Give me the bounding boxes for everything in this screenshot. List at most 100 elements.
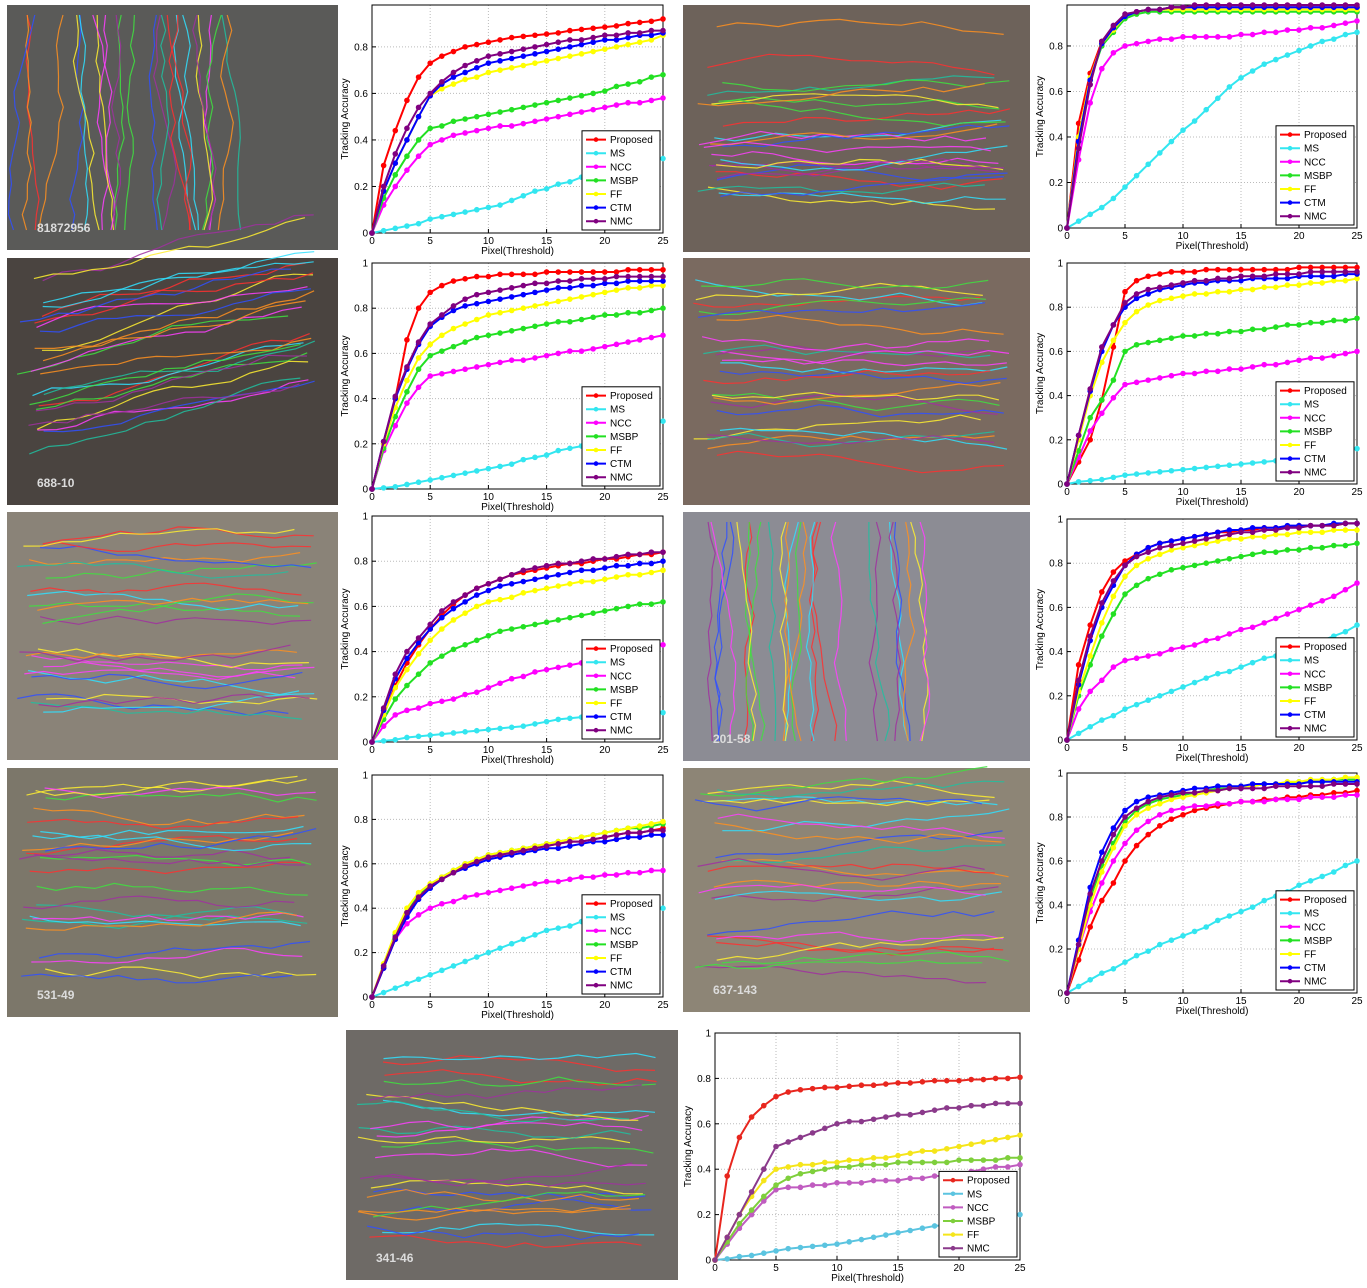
data-point (1320, 270, 1325, 275)
data-point (498, 203, 503, 208)
legend-marker (594, 421, 599, 426)
data-point (416, 672, 421, 677)
data-point (1297, 358, 1302, 363)
data-point (1227, 85, 1232, 90)
data-point (556, 40, 561, 45)
data-point (1227, 267, 1232, 272)
data-point (405, 667, 410, 672)
data-point (474, 42, 479, 47)
data-point (1146, 7, 1151, 12)
data-point (1100, 898, 1105, 903)
data-point (579, 568, 584, 573)
x-tick-label: 20 (1293, 487, 1305, 498)
data-point (474, 638, 479, 643)
legend: ProposedMSNCCMSBPFFCTMNMC (1276, 638, 1354, 737)
data-point (614, 828, 619, 833)
data-point (637, 267, 642, 272)
y-axis-label: Tracking Accuracy (1035, 76, 1046, 157)
data-point (1285, 267, 1290, 272)
data-point (637, 79, 642, 84)
data-point (579, 613, 584, 618)
data-point (1262, 274, 1267, 279)
data-point (661, 279, 666, 284)
data-point (1100, 881, 1105, 886)
data-point (1355, 316, 1360, 321)
data-point (533, 846, 538, 851)
data-point (1006, 1156, 1011, 1161)
data-point (637, 824, 642, 829)
data-point (1250, 526, 1255, 531)
data-point (509, 124, 514, 129)
legend-marker (1288, 200, 1293, 205)
data-point (1146, 340, 1151, 345)
data-point (1227, 532, 1232, 537)
data-point (521, 591, 526, 596)
data-point (416, 154, 421, 159)
legend-marker (1288, 214, 1293, 219)
data-point (1239, 76, 1244, 81)
data-point (1274, 325, 1279, 330)
data-point (1285, 276, 1290, 281)
data-point (1216, 369, 1221, 374)
data-point (932, 1149, 937, 1154)
x-tick-label: 20 (953, 1263, 965, 1274)
y-tick-label: 0.8 (1049, 41, 1063, 52)
data-point (603, 830, 608, 835)
data-point (1343, 528, 1348, 533)
x-axis-label: Pixel(Threshold) (1176, 241, 1249, 252)
data-point (1181, 270, 1186, 275)
data-point (521, 358, 526, 363)
legend-marker (1288, 925, 1293, 930)
data-point (859, 1237, 864, 1242)
data-point (533, 577, 538, 582)
x-tick-label: 0 (1064, 231, 1070, 242)
data-point (1285, 283, 1290, 288)
y-tick-label: 0.6 (1049, 87, 1063, 98)
legend-label: NMC (610, 473, 633, 484)
data-point (474, 365, 479, 370)
data-point (932, 1174, 937, 1179)
data-point (393, 161, 398, 166)
data-point (463, 131, 468, 136)
data-point (486, 727, 491, 732)
legend-marker (594, 393, 599, 398)
data-point (603, 609, 608, 614)
data-point (1169, 793, 1174, 798)
data-point (463, 692, 468, 697)
y-tick-label: 0 (1057, 736, 1063, 747)
data-point (1308, 25, 1313, 30)
data-point (614, 24, 619, 29)
data-point (416, 367, 421, 372)
data-point (498, 59, 503, 64)
data-point (1158, 338, 1163, 343)
data-point (908, 1176, 913, 1181)
legend-label: NMC (610, 981, 633, 992)
data-point (556, 846, 561, 851)
data-point (1134, 41, 1139, 46)
y-tick-label: 0 (362, 738, 368, 749)
data-point (1146, 545, 1151, 550)
data-point (1297, 28, 1302, 33)
data-point (1250, 267, 1255, 272)
data-point (509, 627, 514, 632)
y-tick-label: 0.6 (1049, 857, 1063, 868)
data-point (1355, 349, 1360, 354)
data-point (544, 281, 549, 286)
data-point (428, 290, 433, 295)
data-point (486, 582, 491, 587)
data-point (440, 901, 445, 906)
data-point (579, 349, 584, 354)
legend-marker (594, 728, 599, 733)
data-point (509, 272, 514, 277)
data-point (981, 1167, 986, 1172)
photo-background (7, 768, 338, 1017)
data-point (1204, 537, 1209, 542)
data-point (1123, 44, 1128, 49)
data-point (405, 138, 410, 143)
legend-label: FF (967, 1230, 979, 1241)
data-point (1192, 539, 1197, 544)
legend: ProposedMSNCCMSBPFFCTMNMC (1276, 891, 1354, 990)
data-point (1111, 23, 1116, 28)
data-point (847, 1158, 852, 1163)
data-point (1134, 953, 1139, 958)
